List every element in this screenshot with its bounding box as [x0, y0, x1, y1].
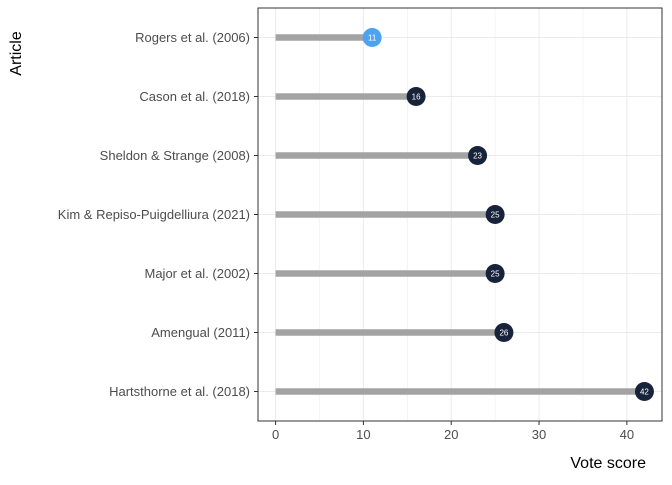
y-axis-title: Article: [8, 31, 25, 76]
y-axis-tick-label: Sheldon & Strange (2008): [100, 148, 250, 163]
x-axis-tick-label: 40: [620, 427, 634, 442]
lollipop-point: [634, 382, 654, 401]
lollipop-point: [485, 264, 505, 283]
y-axis-tick-label: Hartsthorne et al. (2018): [109, 384, 250, 399]
lollipop-point: [406, 87, 426, 106]
x-axis-tick-label: 20: [444, 427, 458, 442]
lollipop-point: [362, 28, 382, 47]
x-axis-tick-label: 10: [356, 427, 370, 442]
y-axis-tick-label: Rogers et al. (2006): [135, 30, 250, 45]
y-axis-tick-label: Kim & Repiso-Puigdelliura (2021): [58, 207, 250, 222]
y-axis-tick-label: Cason et al. (2018): [139, 89, 250, 104]
stick-layer: [275, 34, 645, 395]
point-value-label: 11: [368, 34, 377, 43]
point-value-label: 23: [473, 152, 482, 161]
axis-layer: Rogers et al. (2006) Cason et al. (2018) S…: [58, 30, 634, 442]
x-axis-tick-label: 0: [272, 427, 279, 442]
point-value-label: 42: [640, 388, 649, 397]
point-value-label: 25: [491, 211, 500, 220]
lollipop-point: [468, 146, 488, 165]
lollipop-point: [485, 205, 505, 224]
point-value-label: 25: [491, 270, 500, 279]
point-layer: 11 16 23 25 25 26 42: [362, 28, 654, 401]
lollipop-point: [494, 323, 514, 342]
x-axis-title: Vote score: [570, 455, 646, 472]
point-value-label: 26: [499, 329, 508, 338]
x-axis-tick-label: 30: [532, 427, 546, 442]
y-axis-tick-label: Major et al. (2002): [145, 266, 251, 281]
point-value-label: 16: [412, 93, 421, 102]
y-axis-tick-label: Amengual (2011): [151, 325, 250, 340]
